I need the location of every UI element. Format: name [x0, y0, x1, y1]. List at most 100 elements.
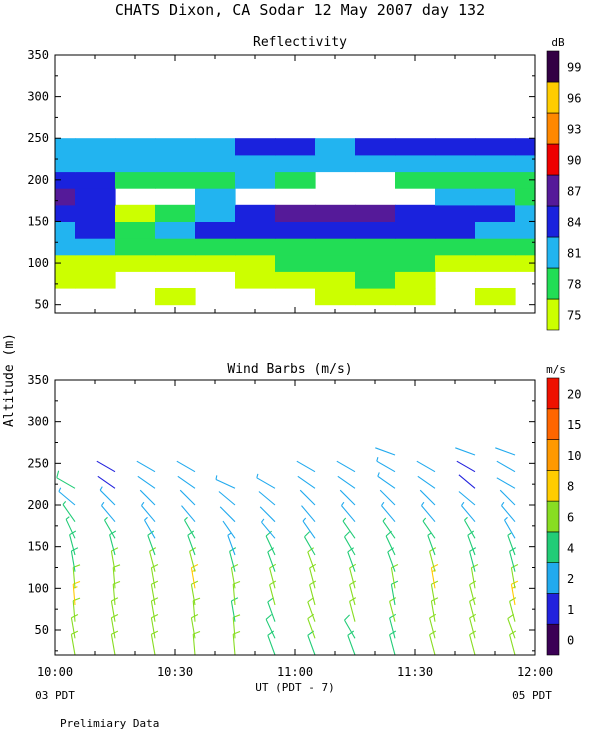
wind-barb-half-feather — [191, 569, 197, 573]
wind-barb-shaft — [422, 520, 436, 539]
wind-barb-feather — [111, 547, 119, 552]
reflectivity-cell — [475, 154, 516, 173]
wind-barb-shaft — [265, 535, 276, 556]
wind-barb-shaft — [375, 447, 396, 456]
wind-barb-shaft — [458, 491, 476, 506]
wind-barb-shaft — [104, 519, 116, 539]
reflectivity-cell — [515, 154, 536, 173]
wind-barb-shaft — [144, 519, 156, 539]
wind-barbs — [56, 447, 519, 656]
reflectivity-cell — [115, 154, 156, 173]
wind-barb-shaft — [307, 635, 316, 656]
wind-barb-shaft — [296, 460, 316, 473]
reflectivity-cell — [275, 138, 316, 156]
wind-barb-shaft — [469, 584, 476, 606]
wind-barb-shaft — [504, 519, 516, 539]
reflectivity-cell — [195, 154, 236, 173]
reflectivity-cell — [515, 171, 536, 189]
wind-barb-shaft — [187, 535, 196, 556]
wind-barb-half-feather — [65, 516, 70, 520]
reflectivity-cell — [315, 238, 356, 256]
wind-barb-feather — [309, 580, 317, 586]
reflectivity-cell — [55, 204, 76, 222]
refl-colorbar-level-label: 96 — [567, 92, 581, 106]
wind-barb-feather — [109, 530, 117, 536]
wind-barb-feather — [349, 597, 357, 602]
wind-barb-feather — [347, 547, 355, 553]
wind-barb-shaft — [417, 475, 436, 489]
wind-barb-shaft — [179, 489, 196, 506]
wind-barb-shaft — [507, 618, 516, 639]
wind-barb-half-feather — [256, 473, 259, 478]
reflectivity-title: Reflectivity — [253, 35, 347, 50]
reflectivity-cell — [195, 254, 236, 272]
wind-colorbar-level-label: 20 — [567, 387, 581, 401]
wind-ytick-label: 300 — [27, 415, 49, 429]
wind-frame — [54, 379, 536, 656]
reflectivity-cell — [55, 254, 76, 272]
reflectivity-cell — [275, 238, 316, 256]
refl-colorbar-level-label: 84 — [567, 216, 581, 230]
refl-colorbar-swatch — [546, 267, 560, 300]
refl-colorbar-swatch — [546, 112, 560, 145]
wind-barb-shaft — [336, 460, 356, 473]
reflectivity-cell — [235, 204, 276, 222]
wind-ytick-label: 200 — [27, 498, 49, 512]
x-tick-label: 12:00 — [517, 665, 553, 679]
reflectivity-cell — [315, 221, 356, 239]
reflectivity-cell — [515, 204, 536, 222]
refl-ytick-label: 50 — [35, 298, 49, 312]
x-tick-label: 10:30 — [157, 665, 193, 679]
wind-barb-shaft — [385, 535, 396, 556]
reflectivity-cell — [275, 154, 316, 173]
wind-ytick-label: 350 — [27, 373, 49, 387]
wind-barb-shaft — [461, 505, 476, 523]
reflectivity-cell — [435, 154, 476, 173]
reflectivity-cell — [475, 171, 516, 189]
reflectivity-cell — [395, 204, 436, 222]
wind-barb-shaft — [267, 635, 276, 656]
wind-barb-shaft — [72, 567, 76, 589]
wind-barb-shaft — [215, 479, 236, 489]
wind-ytick-label: 50 — [35, 623, 49, 637]
x-tick-label: 11:30 — [397, 665, 433, 679]
reflectivity-cell — [195, 188, 236, 206]
wind-barb-feather — [111, 630, 119, 635]
reflectivity-cell — [475, 238, 516, 256]
wind-barb-shaft — [70, 634, 76, 656]
wind-barb-shaft — [112, 567, 116, 589]
wind-colorbar-swatch — [546, 377, 560, 410]
refl-colorbar-swatch — [546, 50, 560, 83]
reflectivity-cell — [155, 204, 196, 222]
reflectivity-cell — [315, 288, 356, 306]
wind-colorbar-level-label: 4 — [567, 541, 574, 555]
wind-barb-shaft — [177, 475, 196, 489]
reflectivity-cell — [355, 154, 396, 173]
wind-barb-half-feather — [261, 518, 265, 523]
wind-barb-shaft — [65, 519, 76, 539]
wind-colorbar-level-label: 0 — [567, 634, 574, 648]
reflectivity-cell — [155, 238, 196, 256]
wind-barb-feather — [187, 530, 195, 536]
wind-barb-shaft — [297, 475, 316, 489]
reflectivity-cell — [315, 154, 356, 173]
wind-barb-feather — [469, 580, 477, 586]
wind-barb-shaft — [469, 551, 476, 572]
refl-ytick-label: 100 — [27, 256, 49, 270]
wind-barb-shaft — [496, 477, 516, 489]
reflectivity-colorbar: 75 78 81 84 87 90 93 96 99 — [546, 50, 581, 331]
wind-barb-shaft — [267, 551, 276, 572]
reflectivity-cell — [515, 254, 536, 272]
wind-barb-shaft — [430, 600, 436, 622]
x-start-note: 03 PDT — [35, 689, 75, 702]
x-axis-label: UT (PDT - 7) — [255, 681, 334, 694]
wind-barb-shaft — [455, 447, 476, 456]
reflectivity-axes: 50 100 150 200 250 300 350 — [27, 48, 536, 314]
wind-barb-shaft — [97, 475, 116, 489]
wind-barb-shaft — [230, 600, 236, 622]
wind-barb-shaft — [137, 475, 156, 489]
wind-barb-feather — [151, 614, 159, 619]
wind-barb-feather — [431, 580, 439, 585]
wind-barb-feather — [151, 597, 159, 602]
reflectivity-cell — [435, 221, 476, 239]
